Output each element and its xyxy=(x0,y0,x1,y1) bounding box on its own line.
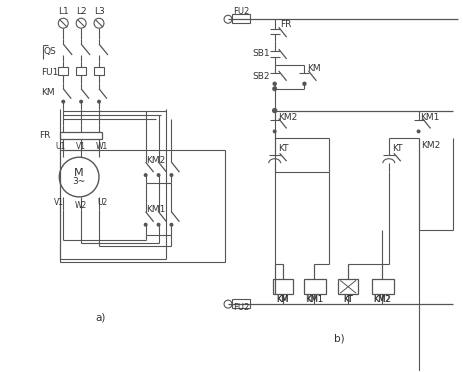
Text: KM: KM xyxy=(41,88,55,97)
Circle shape xyxy=(157,174,159,176)
Circle shape xyxy=(98,100,100,103)
Bar xyxy=(76,67,86,75)
Text: KM1: KM1 xyxy=(145,205,165,214)
Text: KM: KM xyxy=(307,64,320,73)
Text: 3~: 3~ xyxy=(72,177,86,186)
Text: KM: KM xyxy=(275,295,288,304)
Text: KM2: KM2 xyxy=(277,113,296,122)
Text: FU1: FU1 xyxy=(41,68,59,77)
Text: KT: KT xyxy=(391,144,401,153)
Circle shape xyxy=(157,224,159,226)
Text: b): b) xyxy=(333,334,344,344)
Text: KM: KM xyxy=(276,295,288,304)
Circle shape xyxy=(273,82,275,85)
Bar xyxy=(232,299,250,308)
Circle shape xyxy=(170,224,172,226)
Text: V1: V1 xyxy=(76,142,86,151)
Text: FR: FR xyxy=(279,20,290,29)
Circle shape xyxy=(80,100,82,103)
Text: V1: V1 xyxy=(54,198,64,207)
Text: L2: L2 xyxy=(75,7,86,16)
Bar xyxy=(60,132,102,140)
Text: a): a) xyxy=(95,312,106,322)
Text: FR: FR xyxy=(39,131,51,140)
Text: QS: QS xyxy=(44,46,56,55)
Circle shape xyxy=(302,82,305,85)
Bar xyxy=(232,14,250,23)
Text: M: M xyxy=(74,168,84,178)
Text: L1: L1 xyxy=(58,7,69,16)
Circle shape xyxy=(170,174,172,176)
Bar xyxy=(60,150,225,262)
Text: FU2: FU2 xyxy=(232,7,249,16)
Text: U1: U1 xyxy=(55,142,65,151)
Bar xyxy=(58,67,68,75)
Text: W1: W1 xyxy=(96,142,108,151)
Bar xyxy=(272,279,292,294)
Text: SB2: SB2 xyxy=(252,72,270,81)
Text: U2: U2 xyxy=(98,198,108,207)
Circle shape xyxy=(144,174,147,176)
Bar xyxy=(94,67,104,75)
Bar xyxy=(338,279,357,294)
Text: W2: W2 xyxy=(75,201,87,210)
Text: KM1: KM1 xyxy=(305,295,322,304)
Bar xyxy=(371,279,393,294)
Circle shape xyxy=(416,130,419,133)
Text: KM1: KM1 xyxy=(305,295,323,304)
Text: KM2: KM2 xyxy=(421,141,440,150)
Text: KM2: KM2 xyxy=(372,295,390,304)
Bar xyxy=(304,279,325,294)
Circle shape xyxy=(272,109,276,113)
Text: KM2: KM2 xyxy=(145,156,164,165)
Text: SB1: SB1 xyxy=(252,48,270,58)
Text: L3: L3 xyxy=(94,7,104,16)
Text: KM1: KM1 xyxy=(419,113,439,122)
Text: KT: KT xyxy=(277,144,288,153)
Text: KM2: KM2 xyxy=(373,295,389,304)
Circle shape xyxy=(272,87,276,90)
Circle shape xyxy=(144,224,147,226)
Text: FU2: FU2 xyxy=(232,302,249,312)
Circle shape xyxy=(273,130,275,133)
Text: KT: KT xyxy=(343,295,352,304)
Text: KT: KT xyxy=(343,295,352,304)
Circle shape xyxy=(62,100,64,103)
